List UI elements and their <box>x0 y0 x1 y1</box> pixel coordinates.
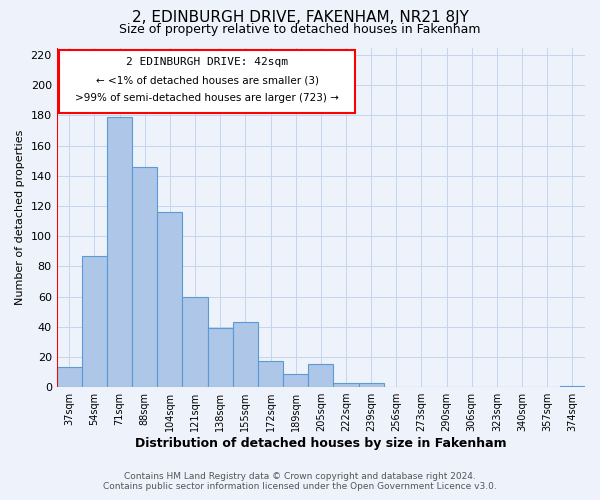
Text: Size of property relative to detached houses in Fakenham: Size of property relative to detached ho… <box>119 22 481 36</box>
Bar <box>132 166 157 387</box>
Bar <box>182 296 208 387</box>
X-axis label: Distribution of detached houses by size in Fakenham: Distribution of detached houses by size … <box>135 437 506 450</box>
Text: Contains HM Land Registry data © Crown copyright and database right 2024.: Contains HM Land Registry data © Crown c… <box>124 472 476 481</box>
Y-axis label: Number of detached properties: Number of detached properties <box>15 130 25 305</box>
Bar <box>308 364 334 387</box>
Text: 2, EDINBURGH DRIVE, FAKENHAM, NR21 8JY: 2, EDINBURGH DRIVE, FAKENHAM, NR21 8JY <box>131 10 469 25</box>
Bar <box>208 328 233 387</box>
Text: Contains public sector information licensed under the Open Government Licence v3: Contains public sector information licen… <box>103 482 497 491</box>
Text: 2 EDINBURGH DRIVE: 42sqm: 2 EDINBURGH DRIVE: 42sqm <box>126 58 288 68</box>
Bar <box>56 368 82 387</box>
Bar <box>233 322 258 387</box>
Bar <box>157 212 182 387</box>
Text: ← <1% of detached houses are smaller (3): ← <1% of detached houses are smaller (3) <box>96 76 319 86</box>
Bar <box>107 117 132 387</box>
Bar <box>334 382 359 387</box>
Bar <box>82 256 107 387</box>
Text: >99% of semi-detached houses are larger (723) →: >99% of semi-detached houses are larger … <box>76 94 339 104</box>
Bar <box>283 374 308 387</box>
Bar <box>560 386 585 387</box>
Bar <box>258 362 283 387</box>
FancyBboxPatch shape <box>59 50 355 112</box>
Bar <box>359 382 384 387</box>
